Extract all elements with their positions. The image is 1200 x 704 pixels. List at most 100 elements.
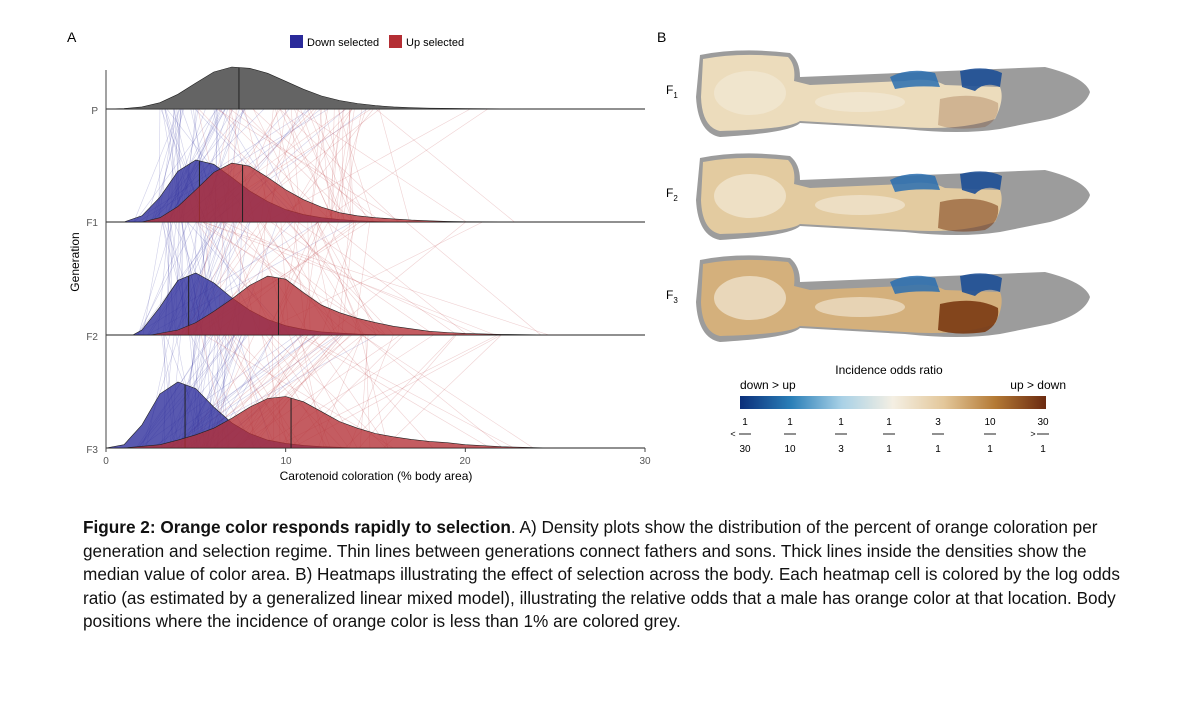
father-son-line-up [354,221,371,336]
y-axis-title: Generation [68,232,82,291]
colorbar-right-label: up > down [1010,378,1066,392]
father-son-line-up [203,221,496,336]
colorbar-left-label: down > up [740,378,796,392]
colorbar-gradient [740,396,1046,409]
caption-body: . A) Density plots show the distribution… [83,517,1120,631]
heatmap-brown-region [938,300,999,334]
father-son-line-up [279,108,399,223]
colorbar: Incidence odds ratio down > up up > down… [730,363,1066,455]
father-son-line-up [317,221,362,336]
heatmap-light-area [815,195,905,215]
father-son-line-down [137,221,174,336]
heatmap-light-area [714,276,786,320]
father-son-line-up [309,108,369,223]
colorbar-tick-den: 10 [784,444,796,455]
father-son-line-up [196,221,386,336]
heatmap-row-f2: F2 [666,153,1090,240]
heatmap-blue-region [890,173,940,192]
heatmap-blue-region [890,275,940,294]
father-son-line-up [342,108,363,223]
gen-label-f1: F1 [86,218,98,229]
father-son-line-up [229,108,382,223]
legend: Down selected Up selected [290,35,464,49]
father-son-line-up [378,108,410,223]
legend-up-swatch [389,35,402,48]
colorbar-tick: 10 1 [984,417,996,455]
gen-label-p: P [91,106,98,117]
father-son-line-up [223,221,479,336]
father-son-line-up [360,334,389,449]
father-son-line-up [300,108,341,223]
heatmap-light-area [714,71,786,115]
heatmap-row-f3: F3 [666,255,1090,342]
heatmap-blue-region [960,273,1002,296]
father-son-line-up [327,221,377,336]
father-son-line-up [319,108,332,223]
x-axis-title: Carotenoid coloration (% body area) [280,469,473,483]
legend-down-swatch [290,35,303,48]
colorbar-tick-den: 1 [987,444,993,455]
colorbar-tick-num: 10 [984,417,996,428]
colorbar-tick-prefix: > [1030,429,1035,439]
father-son-line-up [316,221,381,336]
colorbar-tick-den: 3 [838,444,844,455]
father-son-line-up [284,108,334,223]
colorbar-tick-num: 3 [935,417,941,428]
colorbar-tick-den: 1 [886,444,892,455]
father-son-line-up [365,334,371,449]
heatmap-gen-label: F3 [666,288,678,305]
heatmap-light-area [815,297,905,317]
father-son-line-up [349,108,351,223]
father-son-line-up [298,334,491,449]
father-son-line-up [216,108,401,223]
father-son-line-up [252,108,374,223]
colorbar-tick-num: 1 [742,417,748,428]
heatmap-rows: F1 F2 F3 [666,50,1090,342]
colorbar-tick-prefix: < [730,429,735,439]
gen-label-f3: F3 [86,445,98,456]
father-son-line-up [306,108,354,223]
father-son-line-up [301,334,515,449]
x-tick-label: 20 [459,456,471,467]
caption-title: Figure 2: Orange color responds rapidly … [83,517,511,537]
father-son-line-down [136,221,223,336]
panel-b-label: B [657,29,666,45]
heatmap-blue-region [890,70,940,89]
father-son-line-up [311,334,389,449]
father-son-line-down [142,221,163,336]
father-son-line-up [361,334,534,449]
heatmap-gen-label: F1 [666,83,678,100]
colorbar-tick: 31 [932,417,944,455]
figure-caption: Figure 2: Orange color responds rapidly … [83,516,1143,634]
density-f3-up [123,396,556,449]
figure-2: A Down selected Up selected Generation C… [67,29,1090,483]
legend-up-label: Up selected [406,37,464,49]
colorbar-tick-den: 30 [739,444,751,455]
father-son-line-up [319,108,488,223]
father-son-line-up [270,334,387,449]
father-son-line-up [238,221,378,336]
father-son-line-up [362,334,504,449]
father-son-line-down [133,108,180,223]
father-son-line-up [270,221,435,336]
father-son-line-up [330,334,434,449]
father-son-line-up [330,108,335,223]
heatmap-blue-region [960,68,1002,91]
colorbar-tick: 1 10 [784,417,796,455]
colorbar-tick-num: 1 [886,417,892,428]
colorbar-tick: 11 [883,417,895,455]
heatmap-light-area [815,92,905,112]
father-son-line-up [288,221,386,336]
father-son-line-up [337,108,374,223]
gen-label-f2: F2 [86,332,98,343]
father-son-line-up [201,221,550,336]
father-son-line-up [327,108,367,223]
ridgeline-plot [105,66,646,452]
father-son-line-up [330,108,340,223]
father-son-line-up [297,221,458,336]
father-son-line-up [286,221,395,336]
father-son-line-down [134,108,218,223]
father-son-line-up [344,334,455,449]
father-son-line-up [315,221,364,336]
heatmap-brown-region [938,95,999,129]
